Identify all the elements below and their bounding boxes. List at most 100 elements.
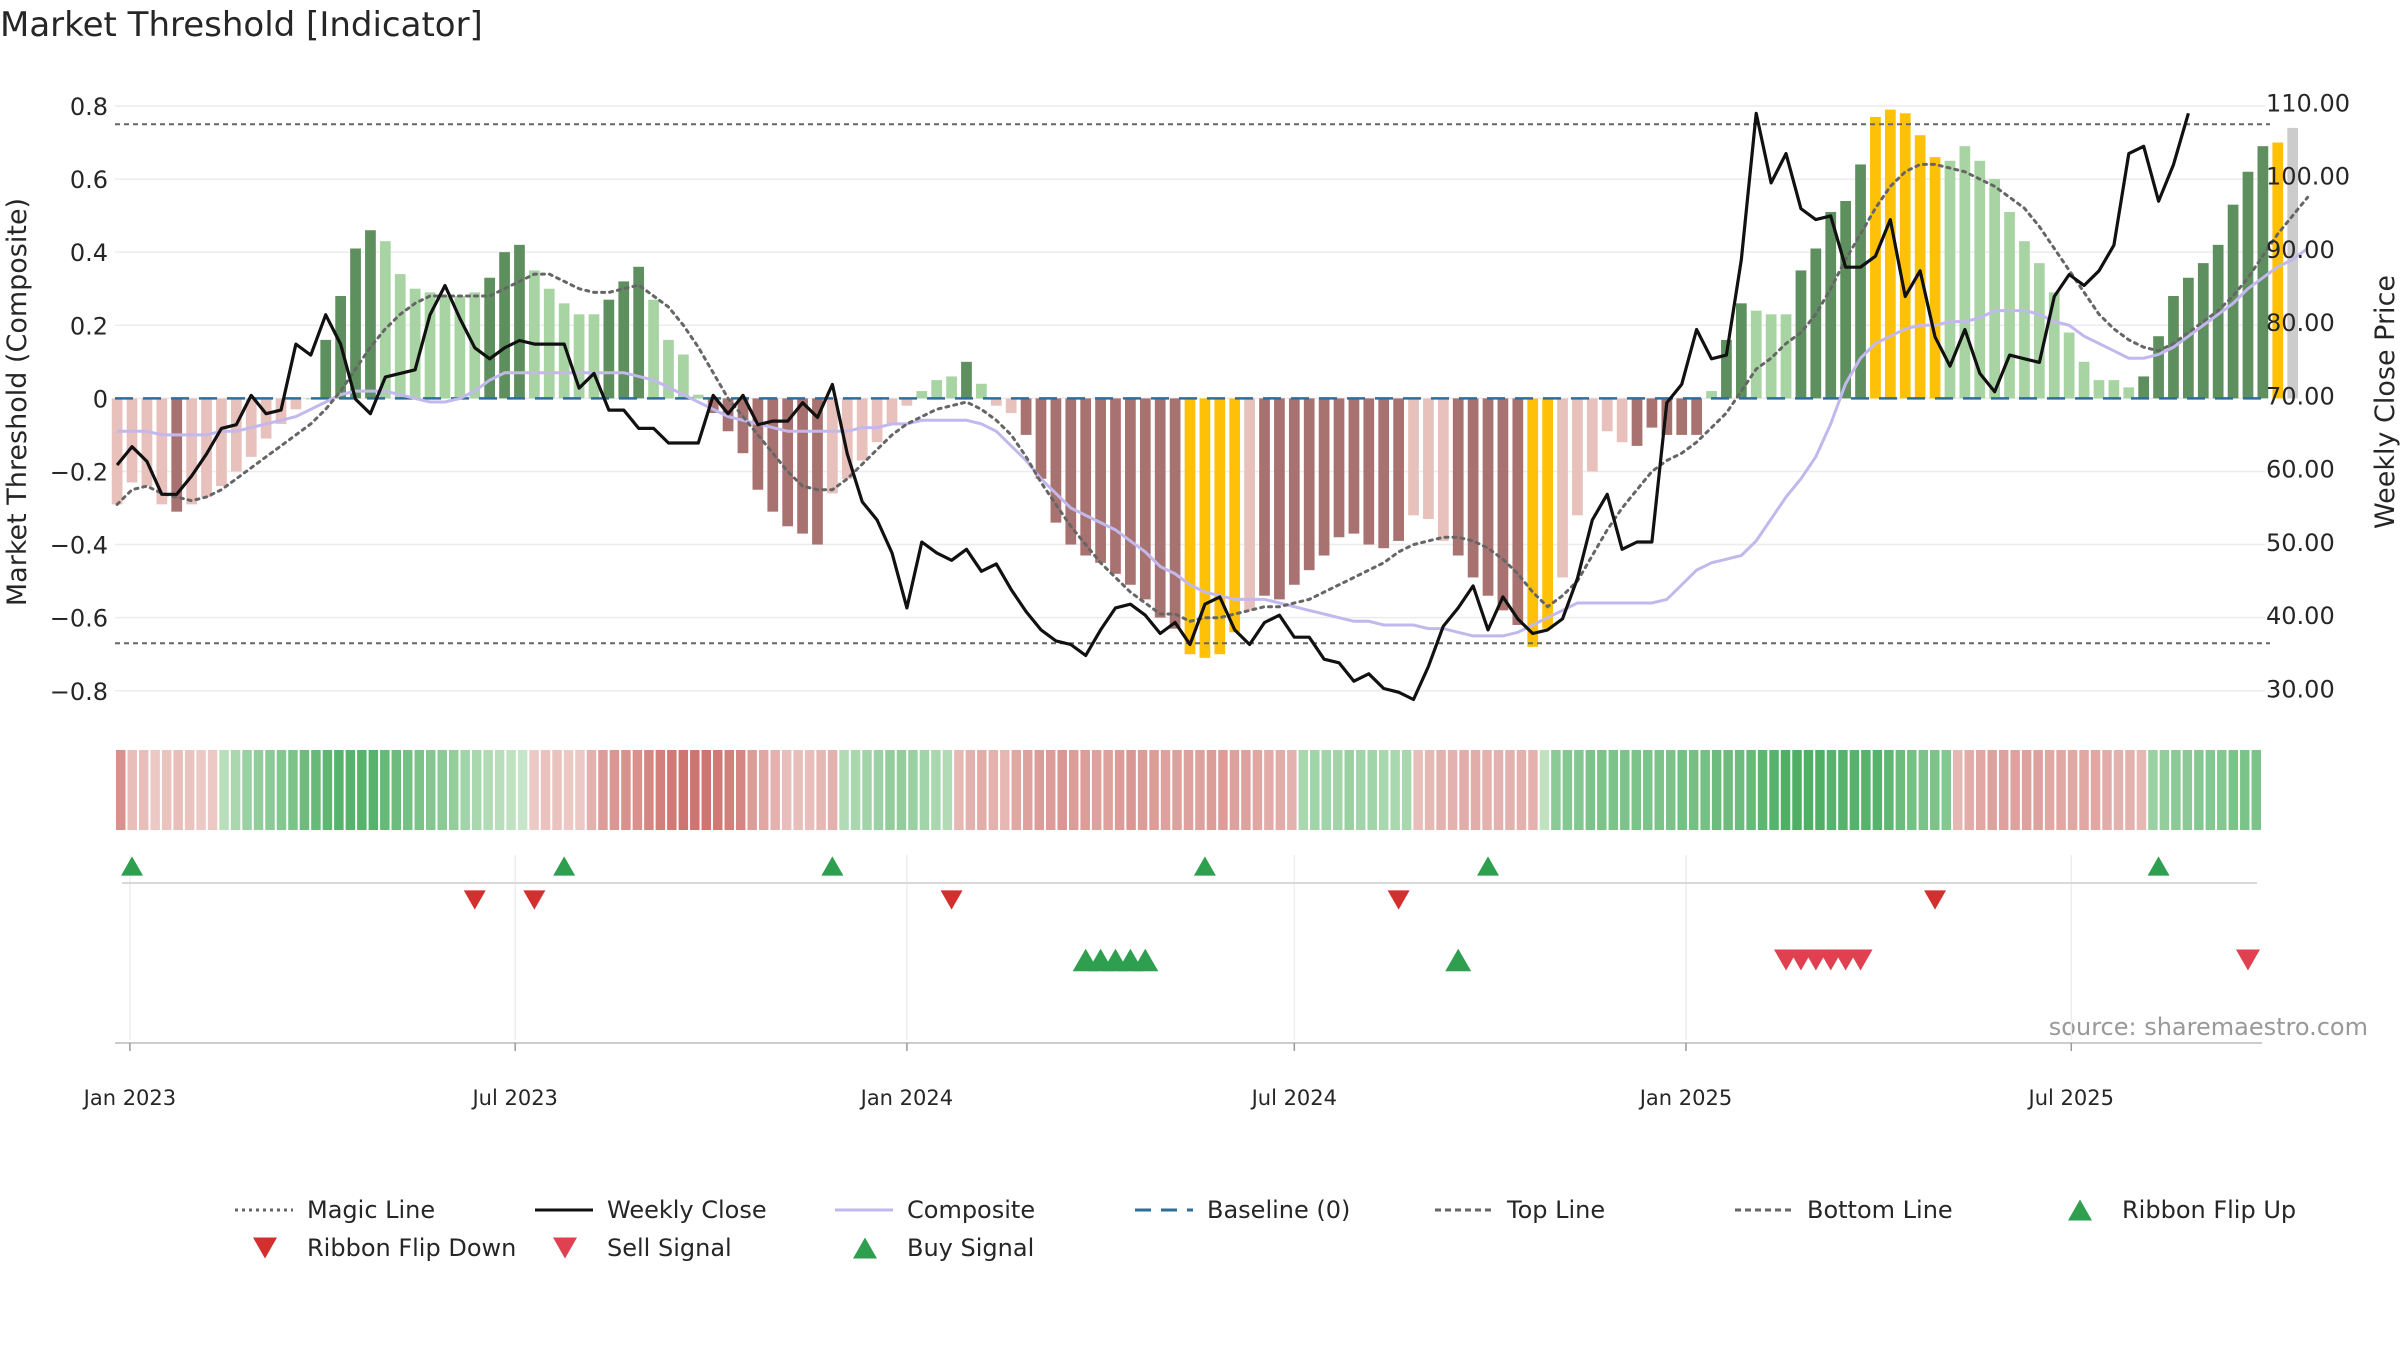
composite-bar (499, 252, 510, 399)
composite-bar (2272, 142, 2284, 399)
ribbon-cell (690, 750, 700, 830)
ribbon-cell (781, 750, 792, 830)
y2-tick-label: 60.00 (2266, 456, 2335, 484)
ribbon-cell (644, 750, 654, 830)
composite-bar (2257, 146, 2269, 399)
ribbon-cell (2056, 750, 2066, 830)
composite-bars (111, 109, 2299, 658)
ribbon-cell (1459, 750, 1469, 830)
legend-label: Baseline (0) (1207, 1196, 1350, 1224)
composite-bar (171, 398, 183, 512)
composite-bar (1348, 398, 1360, 534)
legend-label: Buy Signal (907, 1234, 1034, 1262)
composite-bar (1333, 398, 1345, 538)
y-tick-label: −0.2 (50, 458, 108, 486)
ribbon-cell (1665, 750, 1676, 830)
composite-bar (320, 339, 332, 399)
composite-bar (141, 398, 153, 487)
composite-bar (514, 244, 525, 399)
composite-line (117, 247, 2309, 638)
legend-item: Magic Line (235, 1196, 435, 1224)
ribbon-cell (804, 750, 815, 830)
ribbon-cell (403, 750, 413, 830)
ribbon-cell (460, 750, 470, 830)
composite-bar (1050, 398, 1062, 523)
ribbon-cell (299, 750, 310, 830)
composite-bar (558, 303, 570, 399)
ribbon-flip-up-marker (1193, 856, 1216, 876)
composite-bar (216, 398, 227, 487)
ribbon-cell (2010, 750, 2020, 830)
ribbon-cell (1023, 750, 1033, 830)
ribbon-cell (2079, 750, 2089, 830)
ribbon-cell (896, 750, 907, 830)
ribbon-cell (116, 750, 126, 830)
ribbon-cell (184, 750, 195, 830)
ribbon-cell (1172, 750, 1182, 830)
composite-bar (2242, 171, 2254, 399)
ribbon-cell (1998, 750, 2009, 830)
ribbon-cell (1378, 750, 1389, 830)
ribbon-cell (862, 750, 872, 830)
ribbon-flip-down-marker (523, 890, 546, 910)
composite-bar (1631, 398, 1643, 446)
ribbon-cell (2182, 750, 2193, 830)
ribbon-cell (322, 750, 333, 830)
composite-bar (1691, 398, 1702, 435)
ribbon-cell (1895, 750, 1906, 830)
ribbon-cell (1861, 750, 1871, 830)
y2-axis-ticks: 110.00 100.00 90.00 80.00 70.00 60.00 50.00 40.… (2266, 89, 2350, 703)
composite-bar (1676, 398, 1688, 435)
composite-bar (2287, 127, 2299, 399)
ribbon-cell (2205, 750, 2216, 830)
legend-swatch (853, 1237, 877, 1259)
ribbon-cell (494, 750, 505, 830)
ribbon-cell (988, 750, 999, 830)
y2-axis-label: Weekly Close Price (2370, 275, 2400, 529)
composite-bar (1825, 211, 1837, 399)
ribbon-cell (2240, 750, 2250, 830)
ribbon-cell (1918, 750, 1929, 830)
composite-bar (439, 296, 451, 399)
y2-tick-label: 40.00 (2266, 602, 2335, 630)
legend: Magic Line Weekly Close Composite Baseline … (235, 1196, 2296, 1262)
legend-swatch (253, 1237, 277, 1259)
composite-bar (350, 248, 361, 399)
composite-bar (484, 277, 496, 399)
y2-tick-label: 100.00 (2266, 163, 2350, 191)
composite-bar (990, 398, 1002, 406)
composite-bar (1482, 398, 1494, 596)
ribbon-cell (954, 750, 964, 830)
ribbon-cell (1711, 750, 1722, 830)
composite-bar (1586, 398, 1598, 472)
reference-lines (115, 123, 2270, 645)
ribbon-cell (552, 750, 562, 830)
ribbon-cell (196, 750, 206, 830)
ribbon-cell (1413, 750, 1423, 830)
ribbon-cell (334, 750, 344, 830)
ribbon-cell (207, 750, 218, 830)
composite-bar (1616, 398, 1628, 443)
ribbon-flip-down-marker (463, 890, 486, 910)
composite-bar (1646, 398, 1658, 428)
ribbon-flip-up-marker (121, 856, 144, 876)
composite-bar (528, 270, 540, 399)
ribbon-cell (1493, 750, 1504, 830)
ribbon-cell (230, 750, 241, 830)
composite-bar (2004, 211, 2015, 399)
composite-bar (1899, 113, 1911, 399)
ribbon-cell (908, 750, 918, 830)
composite-bar (2123, 387, 2135, 399)
ribbon-cell (2194, 750, 2204, 830)
composite-bar (2108, 380, 2120, 399)
composite-bar (1408, 398, 1419, 516)
ribbon-cell (2217, 750, 2227, 830)
legend-item: Buy Signal (853, 1234, 1034, 1262)
ribbon-cell (368, 750, 379, 830)
composite-bar (2153, 336, 2164, 399)
y-tick-label: 0.2 (70, 312, 108, 340)
ribbon-cell (1482, 750, 1492, 830)
ribbon-cell (1688, 750, 1699, 830)
ribbon-cell (1654, 750, 1664, 830)
composite-bar (871, 398, 883, 443)
